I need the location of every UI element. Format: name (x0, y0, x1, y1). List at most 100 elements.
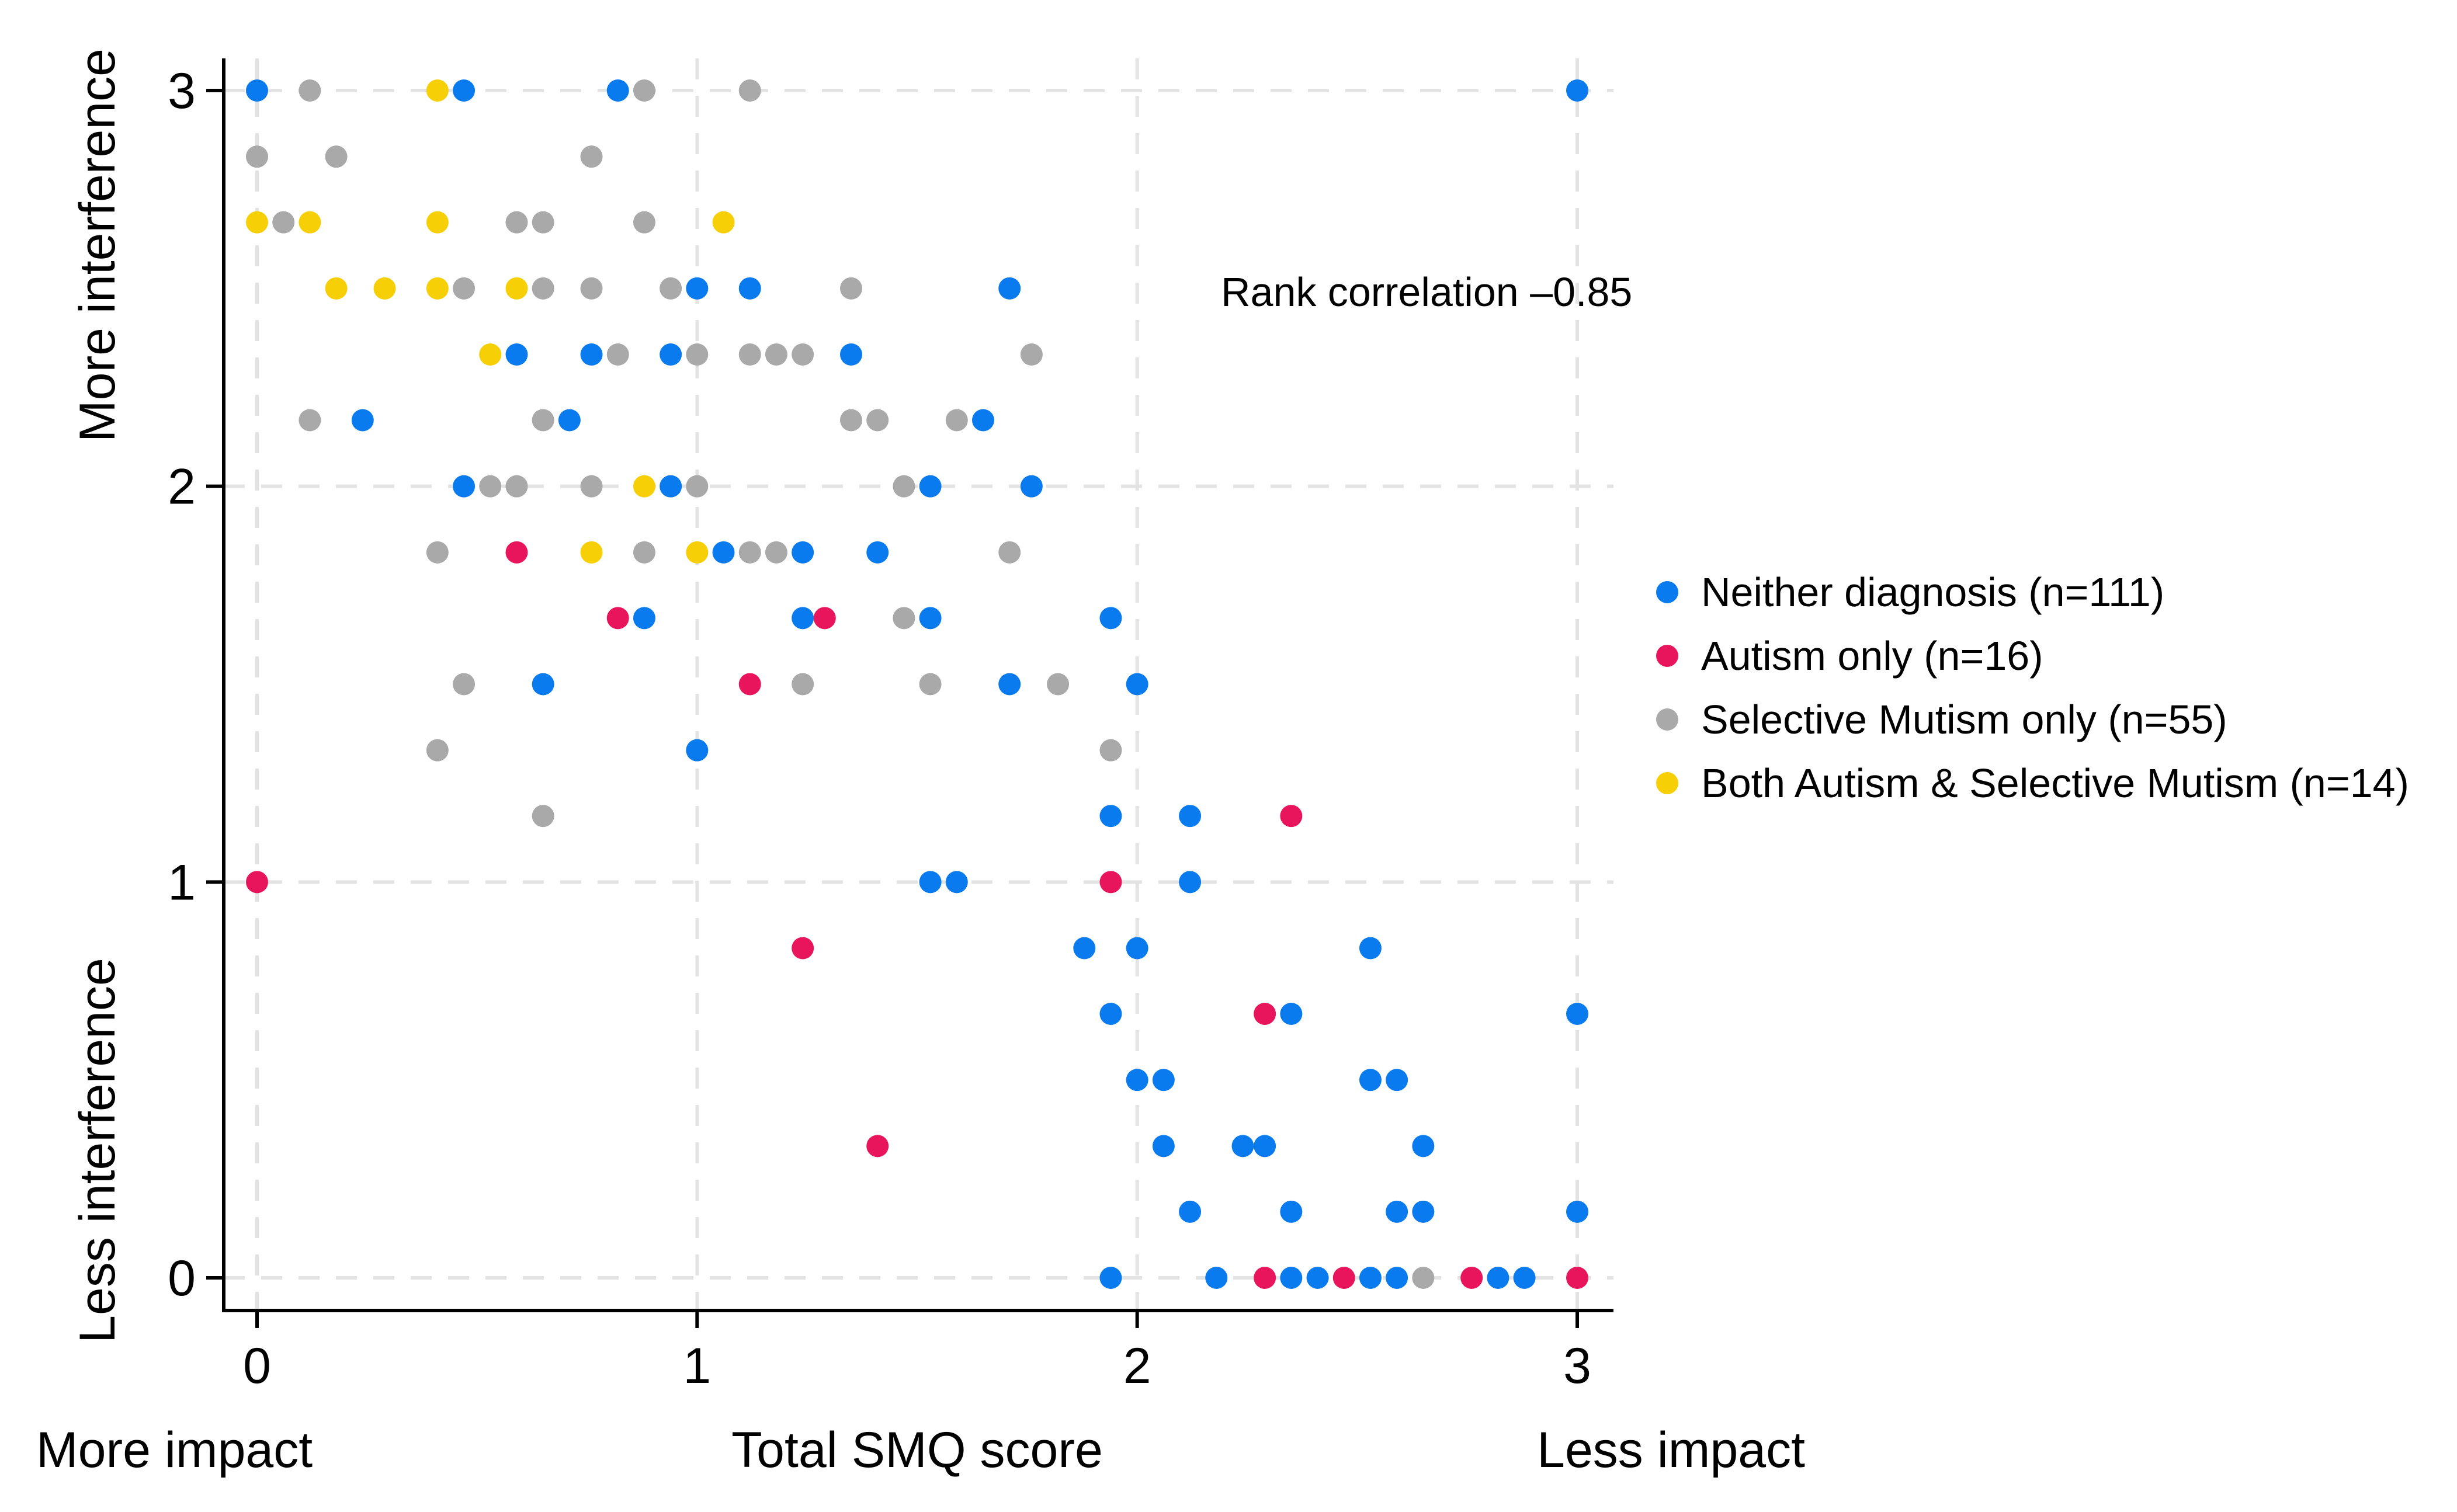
data-point (1179, 805, 1202, 828)
data-point (1254, 1135, 1276, 1158)
data-point (1047, 673, 1070, 696)
data-point (426, 277, 449, 300)
data-point (738, 277, 761, 300)
x-axis-title: Total SMQ score (731, 1422, 1103, 1478)
data-point (1386, 1200, 1408, 1223)
y-axis-top-label: More interference (70, 48, 126, 442)
legend: Neither diagnosis (n=111) Autism only (n=… (1656, 569, 2409, 806)
data-point (246, 79, 268, 102)
data-point (532, 409, 554, 432)
data-point (246, 145, 268, 168)
data-point (580, 475, 603, 498)
legend-marker (1656, 772, 1678, 794)
x-tick-label: 1 (683, 1338, 711, 1394)
data-point (453, 277, 476, 300)
y-tick-label: 2 (168, 459, 196, 515)
legend-label: Neither diagnosis (n=111) (1701, 569, 2164, 615)
data-point (1359, 1069, 1382, 1092)
data-point (972, 409, 994, 432)
data-point (866, 409, 889, 432)
data-point (505, 541, 528, 564)
data-point (765, 343, 787, 366)
data-point (1487, 1267, 1509, 1289)
data-point (1386, 1069, 1408, 1092)
data-point (606, 79, 629, 102)
data-point (840, 343, 862, 366)
y-axis-bottom-label: Less interference (70, 958, 126, 1343)
data-point (866, 1135, 889, 1158)
x-tick-label: 0 (243, 1338, 271, 1394)
data-point (606, 343, 629, 366)
grid-lines (224, 58, 1613, 1311)
data-point (532, 673, 554, 696)
data-point (246, 211, 268, 234)
data-point (426, 79, 449, 102)
data-point (532, 211, 554, 234)
axis-labels: Total SMQ score More impact Less impact … (36, 48, 1805, 1478)
data-point (1254, 1002, 1276, 1025)
data-point (1099, 1002, 1122, 1025)
data-point (1099, 739, 1122, 762)
data-point (686, 277, 709, 300)
data-point (426, 541, 449, 564)
data-point (792, 343, 814, 366)
data-point (840, 277, 862, 300)
data-point (1359, 937, 1382, 960)
legend-marker (1656, 708, 1678, 731)
data-point (299, 211, 321, 234)
data-point (325, 277, 348, 300)
data-point (1332, 1267, 1355, 1289)
data-point (919, 871, 942, 894)
data-point (558, 409, 581, 432)
data-point (840, 409, 862, 432)
data-point (1254, 1267, 1276, 1289)
data-point (998, 673, 1021, 696)
data-point (453, 79, 476, 102)
data-point (945, 871, 968, 894)
data-point (1152, 1069, 1175, 1092)
data-point (1099, 1267, 1122, 1289)
data-point (765, 541, 787, 564)
data-point (1205, 1267, 1228, 1289)
data-point (1179, 871, 1202, 894)
data-point (505, 343, 528, 366)
data-point (1126, 937, 1148, 960)
data-point (299, 79, 321, 102)
legend-marker (1656, 645, 1678, 667)
data-point (712, 541, 735, 564)
data-point (660, 343, 682, 366)
data-points (246, 79, 1588, 1289)
data-point (893, 607, 915, 630)
x-tick-label: 3 (1563, 1338, 1591, 1394)
data-point (479, 343, 502, 366)
data-point (580, 541, 603, 564)
data-point (532, 805, 554, 828)
legend-marker (1656, 581, 1678, 603)
data-point (299, 409, 321, 432)
data-point (686, 343, 709, 366)
data-point (479, 475, 502, 498)
data-point (1566, 1267, 1588, 1289)
data-point (998, 541, 1021, 564)
data-point (633, 541, 655, 564)
axes: 0 1 2 3 0 1 2 3 (168, 58, 1613, 1394)
data-point (532, 277, 554, 300)
legend-label: Selective Mutism only (n=55) (1701, 697, 2227, 742)
data-point (1359, 1267, 1382, 1289)
data-point (580, 145, 603, 168)
data-point (1412, 1200, 1435, 1223)
data-point (1566, 79, 1588, 102)
legend-label: Both Autism & Selective Mutism (n=14) (1701, 760, 2409, 806)
data-point (1099, 607, 1122, 630)
data-point (426, 211, 449, 234)
data-point (712, 211, 735, 234)
data-point (1513, 1267, 1536, 1289)
data-point (1280, 805, 1303, 828)
data-point (1566, 1002, 1588, 1025)
data-point (1152, 1135, 1175, 1158)
data-point (505, 211, 528, 234)
y-tick-label: 3 (168, 63, 196, 119)
data-point (633, 79, 655, 102)
data-point (1020, 475, 1043, 498)
